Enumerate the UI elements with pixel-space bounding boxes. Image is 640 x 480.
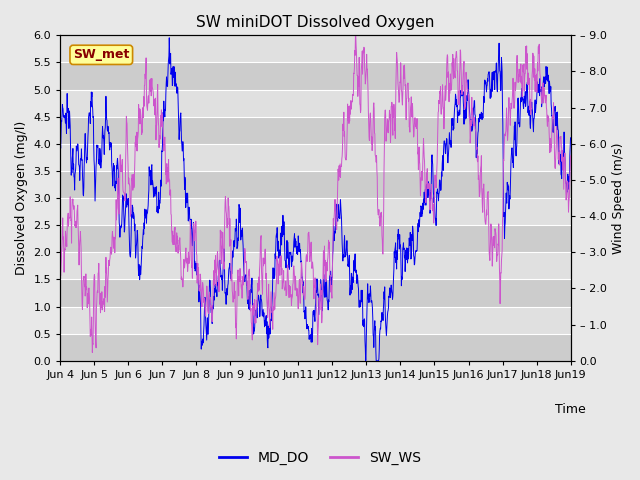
- Bar: [60, 198, 570, 225]
- Title: SW miniDOT Dissolved Oxygen: SW miniDOT Dissolved Oxygen: [196, 15, 435, 30]
- Bar: [60, 252, 570, 279]
- Y-axis label: Wind Speed (m/s): Wind Speed (m/s): [612, 142, 625, 254]
- Bar: [60, 279, 570, 307]
- Text: SW_met: SW_met: [73, 48, 129, 61]
- Bar: [60, 62, 570, 90]
- Bar: [60, 334, 570, 361]
- X-axis label: Time: Time: [555, 403, 586, 416]
- Y-axis label: Dissolved Oxygen (mg/l): Dissolved Oxygen (mg/l): [15, 121, 28, 275]
- Bar: [60, 117, 570, 144]
- Bar: [60, 90, 570, 117]
- Bar: [60, 36, 570, 62]
- Bar: [60, 171, 570, 198]
- Bar: [60, 225, 570, 252]
- Bar: [60, 307, 570, 334]
- Bar: [60, 144, 570, 171]
- Legend: MD_DO, SW_WS: MD_DO, SW_WS: [214, 445, 426, 471]
